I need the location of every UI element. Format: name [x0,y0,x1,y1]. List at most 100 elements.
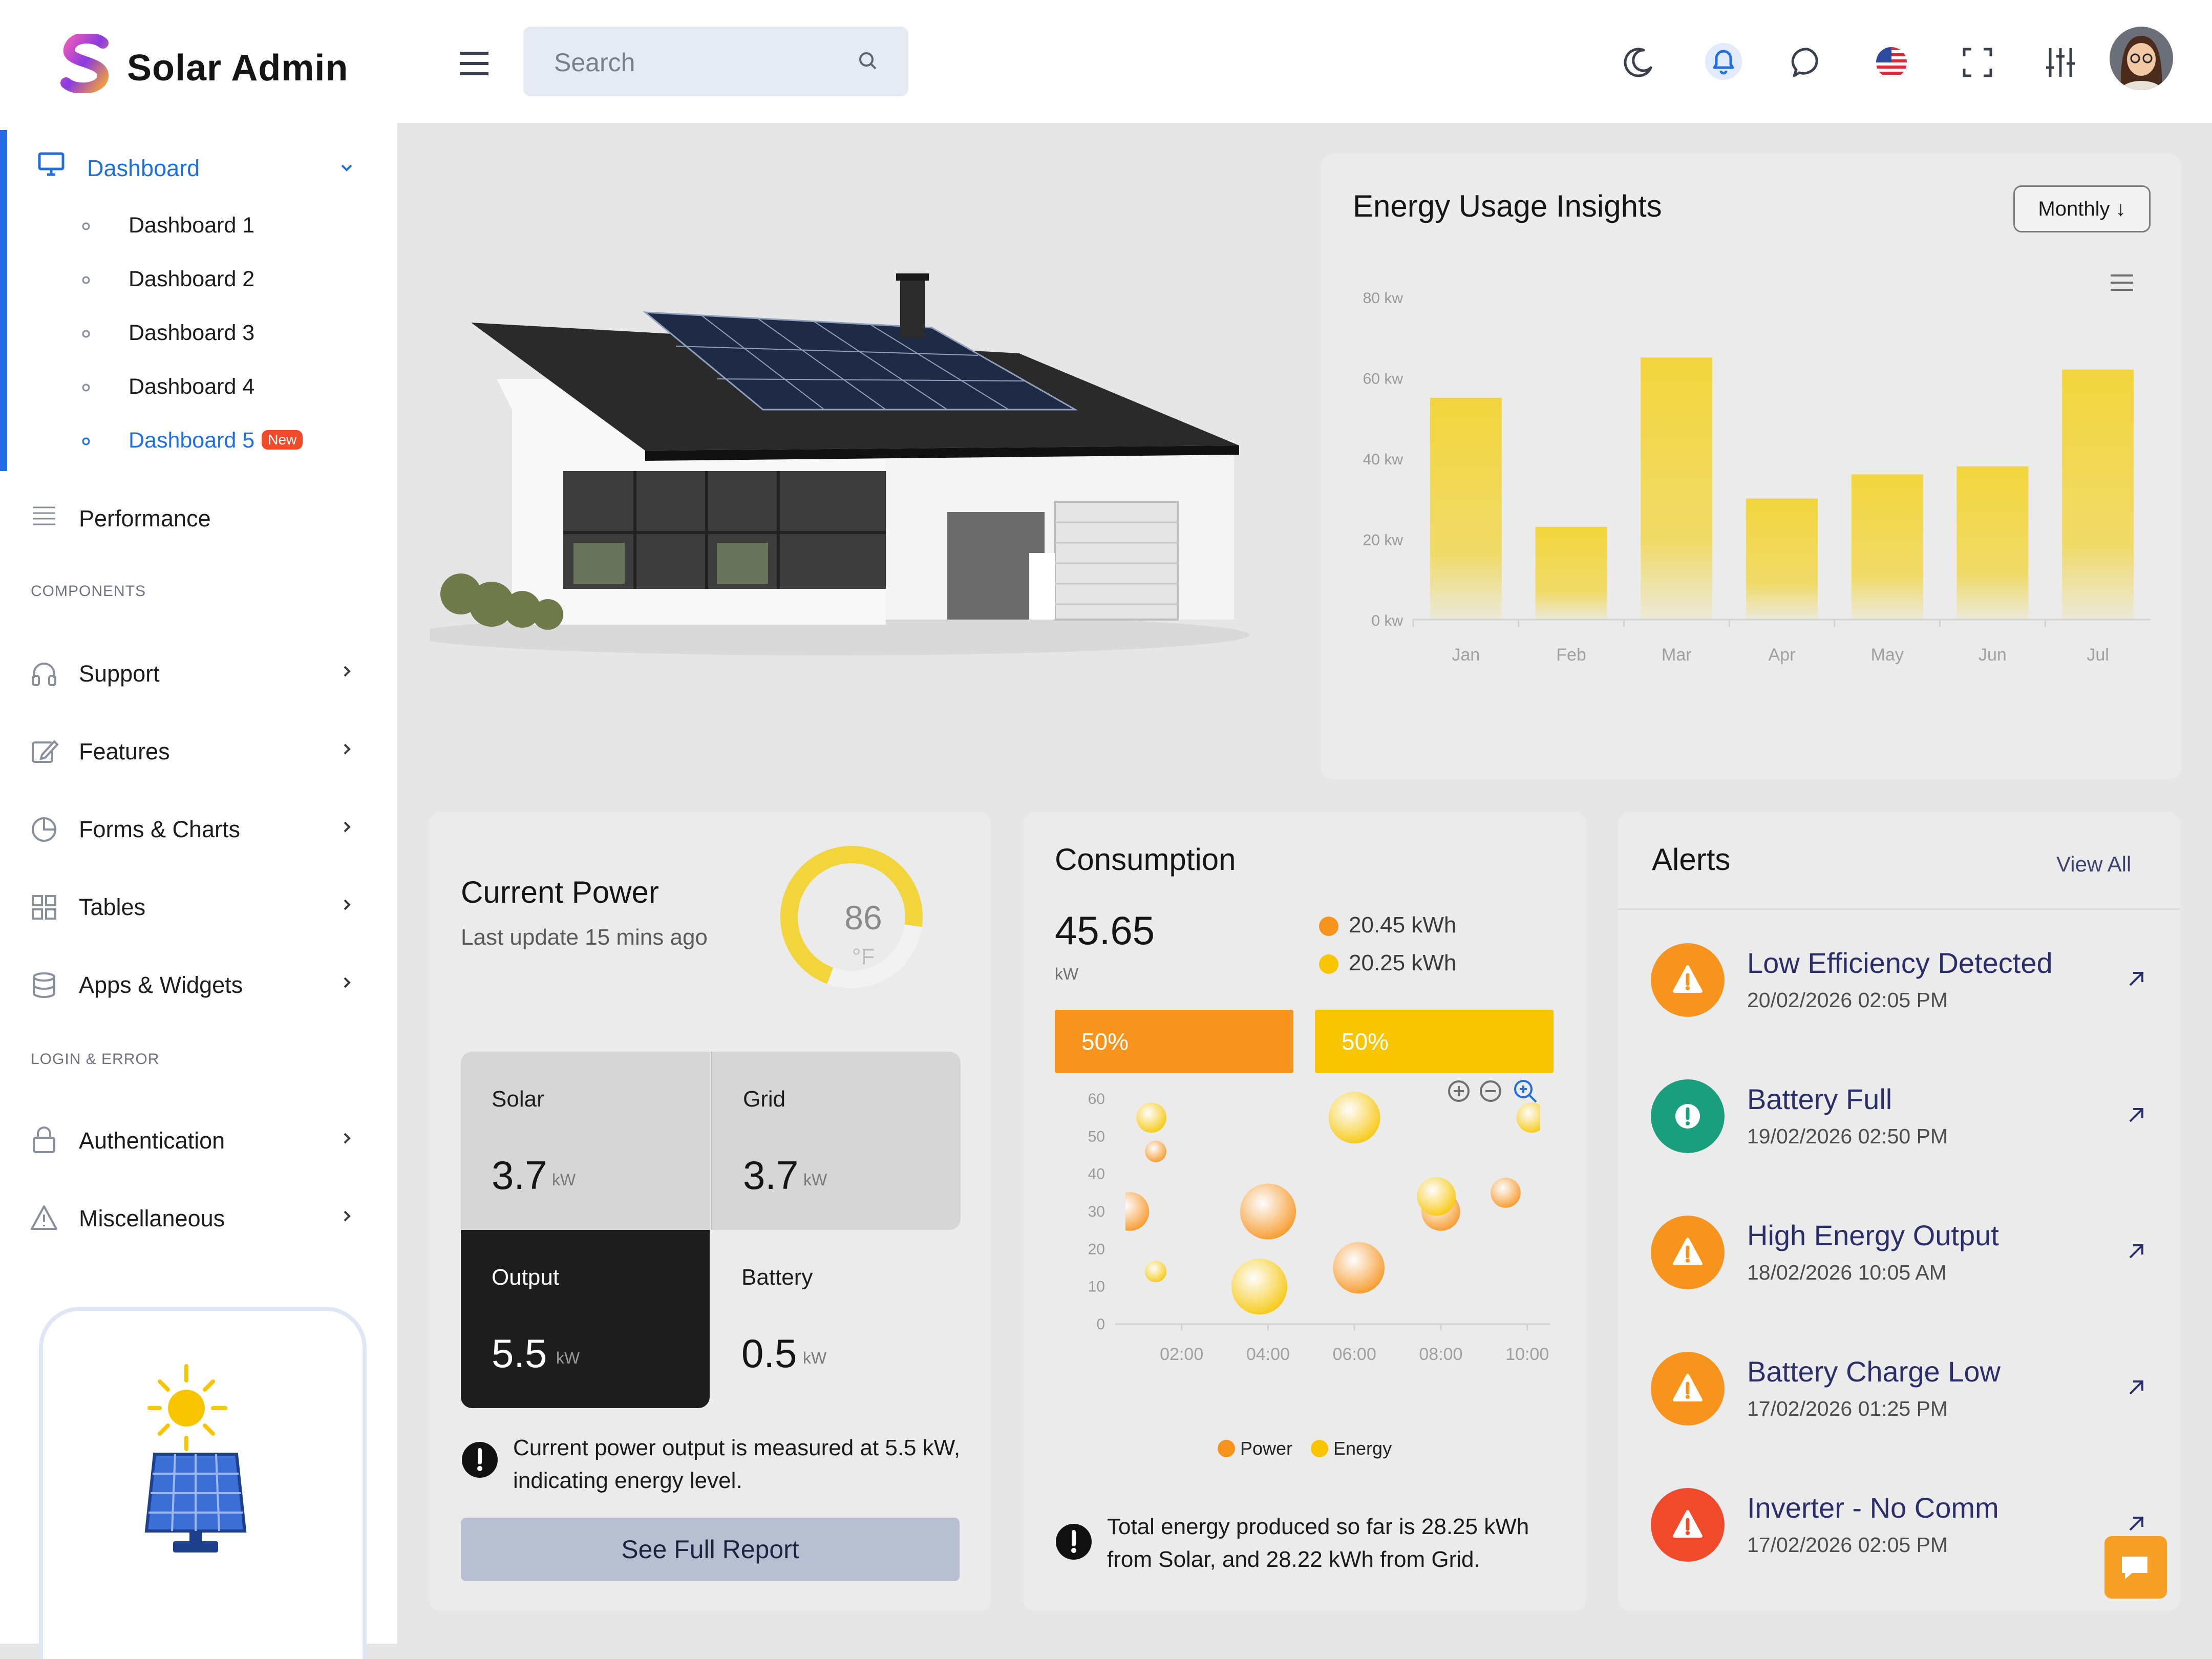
section-title-components: COMPONENTS [31,583,146,600]
bubble-energy[interactable] [1136,1102,1167,1133]
alert-item[interactable]: Battery Full 19/02/2026 02:50 PM [1618,1079,2180,1216]
x-tick-label: Mar [1662,645,1692,665]
legend-dot-orange [1319,917,1338,936]
sidebar-subitem-label: Dashboard 1 [129,213,255,238]
alert-title: Battery Full [1747,1083,1892,1115]
sidebar-item-features[interactable]: Features [0,724,397,780]
bubble-power[interactable] [1333,1242,1385,1294]
sidebar-item-miscellaneous[interactable]: Miscellaneous [0,1191,397,1247]
promo-card [39,1307,367,1659]
arrow-up-right-icon[interactable] [2125,1513,2147,1535]
alerts-card: Alerts View All Low Efficiency Detected 2… [1618,812,2180,1611]
tile-label: Solar [492,1087,544,1112]
lines-icon [33,506,55,525]
bullet-icon [82,276,90,284]
search-input[interactable] [553,44,842,81]
chat-icon[interactable] [1790,45,1825,80]
temperature-gauge [780,846,923,988]
tile-label: Output [492,1265,560,1290]
bubble-energy[interactable] [1417,1177,1456,1216]
view-all-link[interactable]: View All [2056,852,2132,876]
arrow-up-right-icon[interactable] [2125,1376,2147,1399]
sidebar-subitem-label: Dashboard 2 [129,267,255,291]
chevron-right-icon [344,743,351,755]
sidebar-item-apps-widgets[interactable]: Apps & Widgets [0,958,397,1014]
energy-usage-card: Energy Usage Insights Monthly ↓ 0 kw 20 k… [1321,154,2181,779]
sidebar-item-tables[interactable]: Tables [0,880,397,936]
bar-jun[interactable] [1956,466,2029,620]
bubble-energy[interactable] [1145,1261,1167,1283]
bar-may[interactable] [1851,474,1923,620]
tile-unit: kW [552,1171,576,1189]
sidebar-item-dashboard-2[interactable]: Dashboard 2 [0,254,397,306]
sidebar-item-dashboard-5[interactable]: Dashboard 5 New [0,416,397,467]
sidebar-item-label: Apps & Widgets [79,972,243,998]
moon-icon[interactable] [1621,45,1656,80]
search-icon[interactable] [856,49,881,74]
bubble-power[interactable] [1145,1140,1167,1162]
period-dropdown[interactable]: Monthly ↓ [2013,185,2151,232]
sidebar-subitem-label: Dashboard 3 [129,321,255,345]
arrow-up-right-icon[interactable] [2125,1240,2147,1263]
arrow-up-right-icon[interactable] [2125,968,2147,990]
y-tick-label: 40 kw [1363,451,1403,468]
chat-fab-button[interactable] [2104,1536,2167,1599]
y-tick-label: 20 [1088,1241,1105,1258]
y-tick-label: 60 kw [1363,371,1403,388]
pie-chart-icon [32,817,56,842]
bubble-energy[interactable] [1328,1092,1380,1144]
solar-house-illustration [430,273,1249,655]
bar-mar[interactable] [1641,357,1713,620]
bubble-power[interactable] [1111,1192,1150,1231]
sidebar-item-dashboard-1[interactable]: Dashboard 1 [0,201,397,252]
us-flag-icon[interactable] [1874,45,1909,80]
x-tick-label: May [1871,645,1904,665]
chart-menu-icon[interactable] [2109,272,2135,293]
hamburger-menu-icon[interactable] [458,49,491,78]
zoom-selection-icon[interactable] [1513,1078,1538,1104]
sidebar-item-authentication[interactable]: Authentication [0,1113,397,1169]
alert-title: Battery Charge Low [1747,1355,2001,1388]
sidebar-item-support[interactable]: Support [0,646,397,703]
sidebar-item-forms-charts[interactable]: Forms & Charts [0,802,397,858]
bubble-power[interactable] [1240,1183,1296,1240]
bar-jan[interactable] [1430,397,1502,620]
bubble-energy[interactable] [1231,1259,1288,1315]
lock-icon [33,1126,55,1153]
bubble-energy[interactable] [1516,1102,1547,1133]
alert-title: Low Efficiency Detected [1747,947,2053,979]
info-icon [1056,1524,1092,1560]
alert-item[interactable]: Low Efficiency Detected 20/02/2026 02:05 … [1618,943,2180,1079]
sidebar-item-performance[interactable]: Performance [0,490,397,546]
bubble-power[interactable] [1491,1177,1521,1208]
chevron-right-icon [344,821,351,833]
sidebar-item-dashboard[interactable]: Dashboard [0,141,397,197]
sidebar-item-dashboard-3[interactable]: Dashboard 3 [0,308,397,359]
grid-tile: Grid 3.7 kW [711,1052,961,1230]
tile-label: Battery [741,1265,813,1290]
chevron-right-icon [344,1210,351,1222]
grid-icon [32,895,56,920]
see-full-report-button[interactable]: See Full Report [461,1518,960,1581]
bar-apr[interactable] [1746,498,1818,620]
avatar[interactable] [2110,27,2173,90]
alert-item[interactable]: High Energy Output 18/02/2026 10:05 AM [1618,1216,2180,1352]
sidebar-subitem-text: Dashboard 5 [129,428,255,453]
bar-feb[interactable] [1535,526,1607,620]
gauge-value: 86 [844,899,882,937]
sidebar-item-label: Authentication [79,1128,225,1154]
zoom-out-icon[interactable] [1479,1079,1502,1103]
alert-item[interactable]: Battery Charge Low 17/02/2026 01:25 PM [1618,1352,2180,1488]
sliders-icon[interactable] [2043,45,2078,80]
battery-tile: Battery 0.5 kW [711,1230,960,1408]
bell-icon[interactable] [1703,41,1744,82]
bar-jul[interactable] [2062,369,2134,620]
fullscreen-icon[interactable] [1960,45,1995,80]
x-tick-label: Jul [2087,645,2109,665]
sidebar-item-dashboard-4[interactable]: Dashboard 4 [0,362,397,413]
alert-item[interactable]: Inverter - No Comm 17/02/2026 02:05 PM [1618,1488,2180,1624]
split-bar-orange: 50% [1055,1010,1293,1073]
zoom-in-icon[interactable] [1447,1079,1471,1103]
legend-value: 20.25 kWh [1349,950,1457,975]
arrow-up-right-icon[interactable] [2125,1104,2147,1126]
